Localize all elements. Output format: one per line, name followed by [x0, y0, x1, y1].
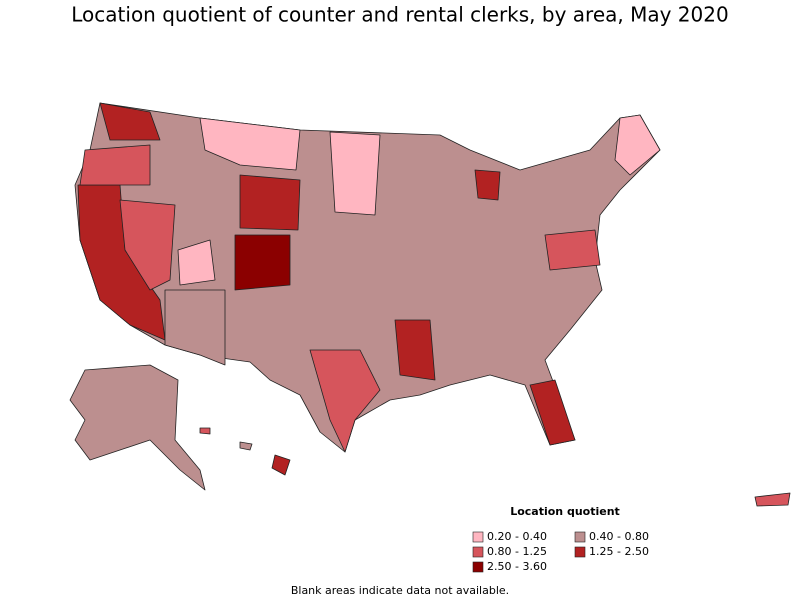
region-washington	[99, 102, 161, 141]
footnote: Blank areas indicate data not available.	[291, 584, 509, 597]
region-texas	[309, 349, 381, 453]
legend-swatch	[574, 546, 586, 558]
legend-label: 0.40 - 0.80	[589, 530, 649, 543]
region-nevada	[119, 199, 176, 291]
region-arizona	[164, 289, 226, 366]
legend-swatch	[472, 546, 484, 558]
region-maine	[614, 114, 661, 176]
alaska	[69, 364, 206, 491]
legend: Location quotient 0.20 - 0.40 0.40 - 0.80…	[472, 505, 649, 573]
legend-label: 0.80 - 1.25	[487, 545, 547, 558]
region-florida	[529, 379, 576, 446]
hawaii-1	[271, 454, 291, 476]
region-michigan	[474, 169, 501, 201]
region-colorado	[234, 234, 291, 291]
region-utah	[177, 239, 216, 286]
legend-label: 2.50 - 3.60	[487, 560, 547, 573]
map	[69, 102, 791, 507]
map-title: Location quotient of counter and rental …	[71, 3, 728, 27]
region-montana	[199, 117, 301, 171]
puerto-rico	[754, 492, 791, 507]
hawaii-3	[199, 427, 211, 435]
region-mississippi	[394, 319, 436, 381]
legend-swatch	[574, 531, 586, 543]
legend-label: 1.25 - 2.50	[589, 545, 649, 558]
legend-swatch	[472, 561, 484, 573]
legend-label: 0.20 - 0.40	[487, 530, 547, 543]
legend-title: Location quotient	[510, 505, 620, 518]
region-dakotas	[329, 131, 381, 216]
region-virginia	[544, 229, 601, 271]
region-wyoming	[239, 174, 301, 231]
region-oregon	[79, 144, 151, 186]
legend-swatch	[472, 531, 484, 543]
hawaii-2	[239, 441, 253, 451]
